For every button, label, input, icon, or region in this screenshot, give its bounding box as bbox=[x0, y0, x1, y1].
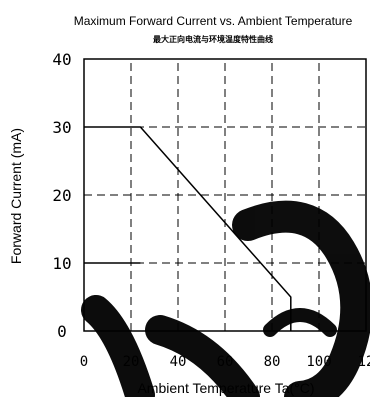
x-tick-label: 60 bbox=[217, 354, 234, 370]
chart-title: Maximum Forward Current vs. Ambient Temp… bbox=[74, 14, 353, 28]
x-axis-label: Ambient Temperature Ta(°C) bbox=[137, 380, 314, 396]
y-tick-label: 40 bbox=[52, 50, 71, 69]
watermark bbox=[81, 200, 370, 397]
x-tick-label: 80 bbox=[264, 354, 281, 370]
grid bbox=[84, 59, 366, 331]
x-tick-label: 20 bbox=[123, 354, 140, 370]
x-tick-label: 12 bbox=[358, 354, 370, 370]
y-axis-label: Forward Current (mA) bbox=[8, 128, 24, 264]
y-tick-labels: 0 10 20 30 40 bbox=[52, 50, 71, 341]
chart-subtitle: 最大正向电流与环境温度特性曲线 bbox=[153, 34, 273, 44]
x-tick-labels: 0 20 40 60 80 100 12 bbox=[80, 354, 370, 370]
x-tick-label: 40 bbox=[170, 354, 187, 370]
y-tick-label: 0 bbox=[57, 322, 67, 341]
series-line bbox=[84, 126, 292, 331]
y-tick-label: 10 bbox=[52, 254, 71, 273]
x-tick-label: 100 bbox=[306, 354, 331, 370]
x-tick-label: 0 bbox=[80, 354, 88, 370]
series bbox=[84, 126, 292, 331]
y-tick-label: 30 bbox=[52, 118, 71, 137]
y-tick-label: 20 bbox=[52, 186, 71, 205]
